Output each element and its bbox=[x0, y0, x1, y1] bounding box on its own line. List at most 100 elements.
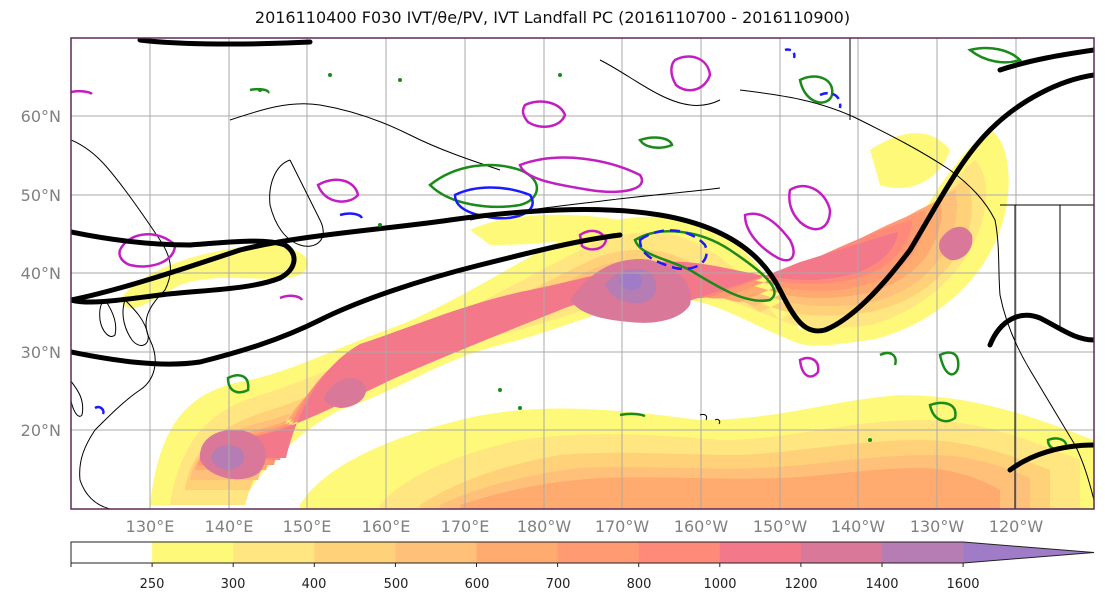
lon-label-160e: 160°E bbox=[362, 517, 411, 536]
ivt-1600-central bbox=[619, 272, 643, 291]
lon-label-170w: 170°W bbox=[595, 517, 650, 536]
ivt-250-alaska bbox=[870, 133, 950, 189]
pv-4 bbox=[788, 184, 832, 231]
cb-tick-label-800: 800 bbox=[627, 577, 652, 592]
lon-label-150w: 150°W bbox=[753, 517, 808, 536]
cb-tick-label-1400: 1400 bbox=[865, 577, 898, 592]
colorbar-segment bbox=[638, 542, 721, 563]
colorbar-outline bbox=[70, 541, 1095, 564]
landfall-pc-contours bbox=[71, 38, 1094, 473]
cb-tick-label-1000: 1000 bbox=[703, 577, 736, 592]
pv-5 bbox=[743, 212, 795, 262]
latitude-labels: 60°N 50°N 40°N 30°N 20°N bbox=[21, 107, 61, 440]
ivt-600-south bbox=[460, 468, 1000, 509]
thetae-7 bbox=[226, 374, 250, 394]
pv-neg-3 bbox=[819, 91, 842, 109]
ivt-shading bbox=[120, 130, 1094, 509]
lat-label-60: 60°N bbox=[21, 107, 61, 126]
lon-label-140w: 140°W bbox=[831, 517, 886, 536]
ivt-1400-west bbox=[211, 445, 245, 470]
ivt-1200-east bbox=[939, 226, 973, 261]
colorbar-ticks bbox=[70, 563, 964, 567]
pv-2 bbox=[316, 178, 360, 203]
thetae-contours bbox=[226, 46, 1068, 451]
japan bbox=[122, 299, 149, 346]
map-title: 2016110400 F030 IVT/θe/PV, IVT Landfall … bbox=[254, 8, 851, 27]
lat-label-20: 20°N bbox=[21, 421, 61, 440]
pc-contour-south bbox=[71, 232, 623, 367]
colorbar-segment bbox=[476, 542, 559, 563]
siberia-coast bbox=[229, 103, 501, 171]
cb-tick-label-700: 700 bbox=[546, 577, 571, 592]
hawaii bbox=[699, 413, 721, 425]
colorbar-segment bbox=[800, 542, 883, 563]
alaska-coast bbox=[739, 89, 996, 221]
cb-tick-label-600: 600 bbox=[465, 577, 490, 592]
thetae-3 bbox=[798, 75, 834, 104]
colorbar-extend-arrow bbox=[963, 542, 1094, 563]
lat-label-50: 50°N bbox=[21, 186, 61, 205]
pc-contour-top-right bbox=[997, 47, 1094, 73]
lat-label-40: 40°N bbox=[21, 264, 61, 283]
colorbar-segment bbox=[719, 542, 802, 563]
cb-tick-label-1600: 1600 bbox=[946, 577, 979, 592]
pv-neg-6 bbox=[784, 48, 796, 59]
lon-label-150e: 150°E bbox=[283, 517, 332, 536]
thetae-11 bbox=[249, 87, 270, 94]
thetae-5 bbox=[938, 351, 960, 376]
colorbar-segment bbox=[314, 542, 396, 563]
colorbar-tick-labels: 250 300 400 500 600 700 800 1000 1200 14… bbox=[140, 577, 980, 592]
ivt-250-west bbox=[120, 245, 308, 309]
colorbar-segment bbox=[152, 542, 234, 563]
pc-contour-bottom-right bbox=[1007, 442, 1094, 473]
na-west-coast bbox=[994, 219, 1094, 501]
cb-tick-label-250: 250 bbox=[140, 577, 165, 592]
map-frame bbox=[70, 37, 1095, 510]
asia-coast bbox=[71, 139, 171, 509]
pv-9 bbox=[578, 229, 608, 251]
lon-label-140e: 140°E bbox=[205, 517, 254, 536]
colorbar-segment bbox=[395, 542, 477, 563]
colorbar-segments bbox=[71, 542, 1094, 563]
colorbar-segment bbox=[71, 542, 153, 563]
lon-label-170e: 170°E bbox=[441, 517, 490, 536]
thetae-9 bbox=[967, 46, 1023, 64]
cb-tick-label-300: 300 bbox=[221, 577, 246, 592]
thetae-2 bbox=[633, 230, 776, 303]
pc-contour-west bbox=[71, 229, 297, 305]
thetae-10 bbox=[879, 351, 897, 366]
cb-tick-label-500: 500 bbox=[384, 577, 409, 592]
thetae-1 bbox=[428, 163, 539, 209]
us-state-lines bbox=[1014, 205, 1061, 509]
colorbar-segment bbox=[557, 542, 640, 563]
lon-label-180w: 180°W bbox=[517, 517, 572, 536]
colorbar-segment bbox=[882, 542, 964, 563]
pv-11 bbox=[279, 294, 304, 301]
thetae-12 bbox=[619, 412, 646, 418]
pc-contour-east bbox=[987, 312, 1094, 348]
pv-neg-5 bbox=[94, 405, 105, 415]
thetae-speckles bbox=[258, 73, 872, 442]
philippines bbox=[71, 380, 84, 417]
cb-tick-label-400: 400 bbox=[302, 577, 327, 592]
ivt-1200-mid bbox=[324, 377, 366, 408]
pv-8 bbox=[798, 356, 820, 378]
pv-3 bbox=[118, 233, 177, 268]
pv-10 bbox=[71, 89, 93, 96]
pv-6 bbox=[521, 100, 567, 128]
ivt-250 bbox=[150, 130, 1009, 505]
bering-strait bbox=[599, 59, 721, 106]
cb-tick-label-1200: 1200 bbox=[784, 577, 817, 592]
pv-1 bbox=[518, 156, 644, 194]
lat-label-30: 30°N bbox=[21, 343, 61, 362]
lon-label-130w: 130°W bbox=[910, 517, 965, 536]
kamchatka bbox=[269, 159, 324, 247]
longitude-labels: 130°E 140°E 150°E 160°E 170°E 180°W 170°… bbox=[126, 517, 1044, 536]
thetae-4 bbox=[638, 136, 674, 149]
pv-positive-contours bbox=[71, 55, 832, 378]
colorbar: 250 300 400 500 600 700 800 1000 1200 14… bbox=[70, 541, 1095, 592]
lon-label-160w: 160°W bbox=[674, 517, 729, 536]
lon-label-130e: 130°E bbox=[126, 517, 175, 536]
pv-7 bbox=[670, 55, 712, 92]
